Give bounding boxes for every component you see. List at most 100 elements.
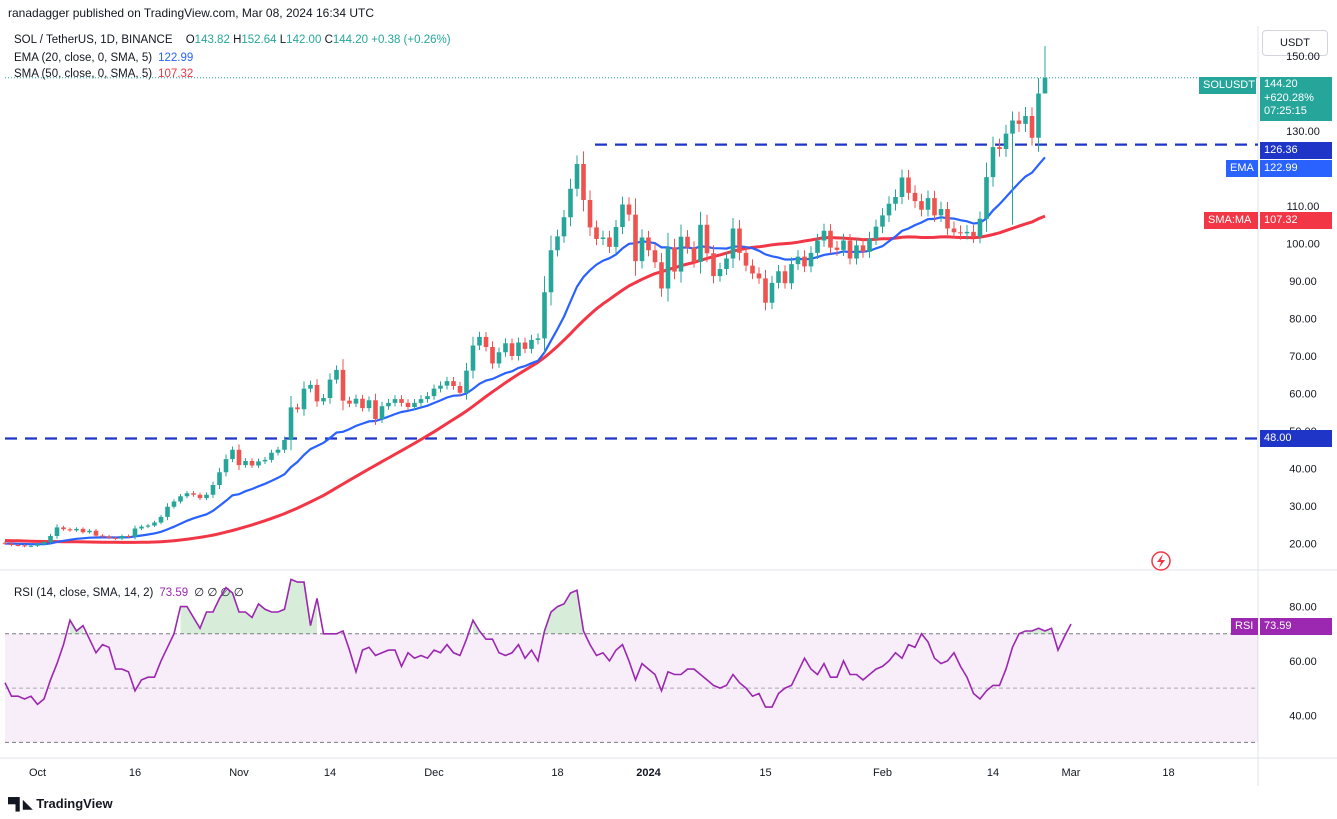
candle-body [145, 525, 151, 527]
candle-body [35, 544, 40, 546]
price-tick-label: 130.00 [1286, 126, 1320, 138]
candle-body [867, 238, 872, 252]
candle-body [568, 188, 573, 218]
candle-body [912, 192, 918, 202]
high-value: 152.64 [241, 34, 277, 46]
candle-body [152, 522, 157, 526]
ema-value: 122.99 [158, 52, 194, 64]
rsi-label: RSI (14, close, SMA, 14, 2) [14, 587, 154, 599]
time-tick-label: Dec [424, 767, 444, 779]
candle-body [704, 224, 710, 254]
candle-body [802, 256, 807, 267]
time-tick-label: 14 [987, 767, 999, 779]
sma-price-tag: 107.32 [1260, 212, 1332, 229]
candle-body [178, 496, 183, 502]
time-tick-label: 2024 [636, 767, 661, 779]
candle-body [737, 228, 742, 253]
candle-body [594, 227, 599, 239]
rsi-tag: RSI [1231, 618, 1258, 635]
candle-body [366, 400, 372, 409]
candle-body [425, 396, 430, 400]
candle-body [971, 231, 976, 237]
ema-price-tag: 122.99 [1260, 160, 1332, 177]
candle-body [834, 247, 840, 250]
candle-body [438, 385, 443, 389]
candle-body [730, 228, 736, 259]
candle-body [451, 381, 456, 386]
candle-body [535, 338, 541, 340]
candle-body [717, 269, 723, 277]
candle-body [678, 236, 684, 272]
candle-body [204, 494, 209, 499]
candle-body [698, 224, 703, 262]
candle-body [633, 214, 638, 262]
candle-body [373, 400, 378, 419]
candle-body [431, 388, 437, 397]
candle-body [132, 528, 138, 537]
candle-body [113, 537, 118, 539]
rsi-line [4, 578, 1072, 708]
candle-body [496, 352, 502, 364]
rsi-legend[interactable]: RSI (14, close, SMA, 14, 2) 73.59 ∅ ∅ ∅ ∅ [14, 585, 244, 599]
sma-legend[interactable]: SMA (50, close, 0, SMA, 5) 107.32 [14, 68, 193, 80]
sma-line [4, 214, 1046, 544]
rsi-price-tag: 73.59 [1260, 618, 1332, 635]
candle-body [841, 240, 846, 250]
candle-body [542, 292, 547, 339]
candle-body [171, 501, 177, 507]
candle-body [932, 198, 937, 216]
candle-body [665, 247, 671, 289]
candle-body [412, 402, 417, 407]
candle-body [821, 230, 827, 241]
candle-body [158, 516, 164, 523]
open-value: 143.82 [194, 34, 230, 46]
candle-body [22, 545, 27, 547]
candle-body [282, 440, 287, 450]
candle-body [295, 407, 300, 410]
candle-body [223, 459, 229, 473]
candle-body [743, 252, 749, 266]
candle-body [620, 204, 625, 227]
candle-body [646, 237, 651, 251]
footer-brand[interactable]: ▀▌◣ TradingView [8, 796, 113, 811]
symbol-line[interactable]: SOL / TetherUS, 1D, BINANCE [14, 34, 173, 46]
candle-body [9, 543, 14, 545]
time-tick-label: 18 [1162, 767, 1174, 779]
candle-body [477, 336, 482, 346]
candle-body [997, 147, 1002, 149]
candle-body [776, 271, 781, 283]
candle-body [529, 339, 534, 349]
candle-body [61, 527, 66, 530]
time-tick-label: Nov [229, 767, 249, 779]
candle-body [607, 237, 612, 247]
candle-body [522, 342, 528, 349]
price-tick-label: 30.00 [1289, 501, 1317, 513]
rsi-tick-label: 60.00 [1289, 656, 1317, 668]
candle-body [106, 536, 112, 538]
candle-body [236, 449, 242, 466]
candle-body [938, 209, 944, 216]
last-pct: +620.28% [1264, 91, 1314, 104]
time-tick-label: 18 [551, 767, 563, 779]
candle-body [555, 236, 560, 251]
candle-body [561, 217, 567, 237]
candle-body [256, 461, 261, 466]
candle-body [873, 226, 879, 239]
price-tick-label: 20.00 [1289, 539, 1317, 551]
currency-button[interactable]: USDT [1262, 30, 1328, 56]
candle-body [457, 386, 463, 393]
candle-body [1003, 133, 1009, 149]
candle-body [919, 201, 924, 210]
candle-body [184, 493, 190, 497]
price-tick-label: 80.00 [1289, 314, 1317, 326]
candle-body [847, 240, 853, 259]
price-tick-label: 100.00 [1286, 239, 1320, 251]
candle-body [360, 398, 365, 409]
close-value: 144.20 [332, 34, 369, 46]
candle-body [795, 256, 801, 265]
candle-body [269, 452, 274, 460]
ema-legend[interactable]: EMA (20, close, 0, SMA, 5) 122.99 [14, 52, 193, 64]
candle-body [87, 530, 92, 533]
candle-body [984, 177, 989, 219]
